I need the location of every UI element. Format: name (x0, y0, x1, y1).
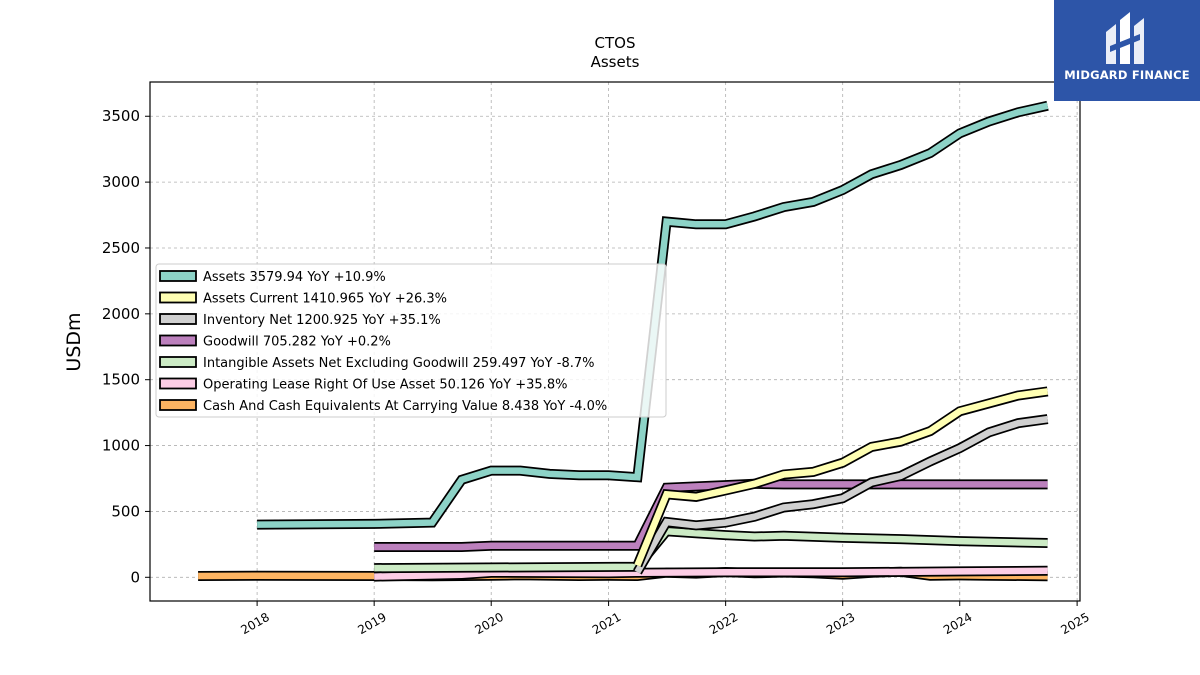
legend-swatch (159, 313, 197, 325)
series-line (374, 480, 1048, 551)
series-3 (374, 478, 1048, 552)
legend-label: Operating Lease Right Of Use Asset 50.12… (203, 378, 567, 393)
legend-swatch (159, 334, 197, 347)
legend-item: Cash And Cash Equivalents At Carrying Va… (159, 399, 607, 414)
x-tick-label: 2023 (824, 610, 857, 637)
x-tick-label: 2021 (590, 610, 623, 637)
legend-label: Assets Current 1410.965 YoY +26.3% (203, 292, 447, 307)
x-axis: 2018 2019 2020 2021 2022 2023 2024 2025 (238, 601, 1092, 637)
legend-swatch (159, 356, 197, 368)
series-0 (257, 100, 1049, 530)
legend-swatch (159, 399, 197, 411)
chart-subtitle: Assets (591, 53, 640, 71)
legend-label: Inventory Net 1200.925 YoY +35.1% (203, 313, 441, 328)
y-tick-label: 3000 (102, 173, 140, 191)
x-tick-label: 2022 (707, 610, 740, 637)
legend-label: Goodwill 705.282 YoY +0.2% (203, 335, 391, 350)
series-line (257, 102, 1049, 528)
y-tick-label: 0 (130, 568, 140, 586)
plot-frame (149, 81, 1081, 602)
y-tick-label: 1000 (102, 437, 140, 455)
x-tick-label: 2024 (941, 610, 974, 637)
y-axis: 0 500 1000 1500 2000 2500 3000 3500 (102, 107, 150, 586)
legend-item: Inventory Net 1200.925 YoY +35.1% (159, 313, 441, 328)
x-tick-label: 2025 (1058, 610, 1091, 637)
y-tick-label: 500 (111, 502, 140, 520)
series-line (634, 415, 1049, 574)
legend-item: Intangible Assets Net Excluding Goodwill… (159, 356, 594, 371)
series-line (374, 567, 1048, 580)
legend-label: Cash And Cash Equivalents At Carrying Va… (203, 399, 607, 414)
x-tick-label: 2019 (355, 610, 388, 637)
legend-swatch (159, 291, 197, 304)
brand-logo: MIDGARD FINANCE (1054, 0, 1200, 101)
y-tick-label: 3500 (102, 107, 140, 125)
legend-label: Intangible Assets Net Excluding Goodwill… (203, 356, 594, 371)
legend-swatch (159, 270, 197, 282)
y-tick-label: 2000 (102, 305, 140, 323)
legend-swatch (159, 377, 197, 390)
x-tick-label: 2018 (238, 610, 271, 637)
legend-item: Operating Lease Right Of Use Asset 50.12… (159, 377, 567, 393)
legend: Assets 3579.94 YoY +10.9% Assets Current … (155, 263, 667, 418)
legend-item: Goodwill 705.282 YoY +0.2% (159, 334, 391, 350)
series-layer (198, 100, 1049, 582)
x-tick-label: 2020 (472, 610, 505, 637)
series-1 (632, 386, 1049, 568)
y-tick-label: 2500 (102, 239, 140, 257)
series-2 (633, 414, 1049, 575)
legend-box (155, 263, 667, 418)
legend-item: Assets Current 1410.965 YoY +26.3% (159, 291, 447, 307)
series-5 (374, 565, 1048, 582)
midgard-logo-icon (1106, 12, 1144, 64)
series-line (634, 388, 1049, 567)
brand-name: MIDGARD FINANCE (1064, 68, 1190, 82)
legend-label: Assets 3579.94 YoY +10.9% (203, 270, 386, 285)
chart-title: CTOS (595, 34, 636, 52)
y-tick-label: 1500 (102, 371, 140, 389)
legend-item: Assets 3579.94 YoY +10.9% (159, 270, 386, 285)
y-axis-label: USDm (63, 312, 85, 371)
